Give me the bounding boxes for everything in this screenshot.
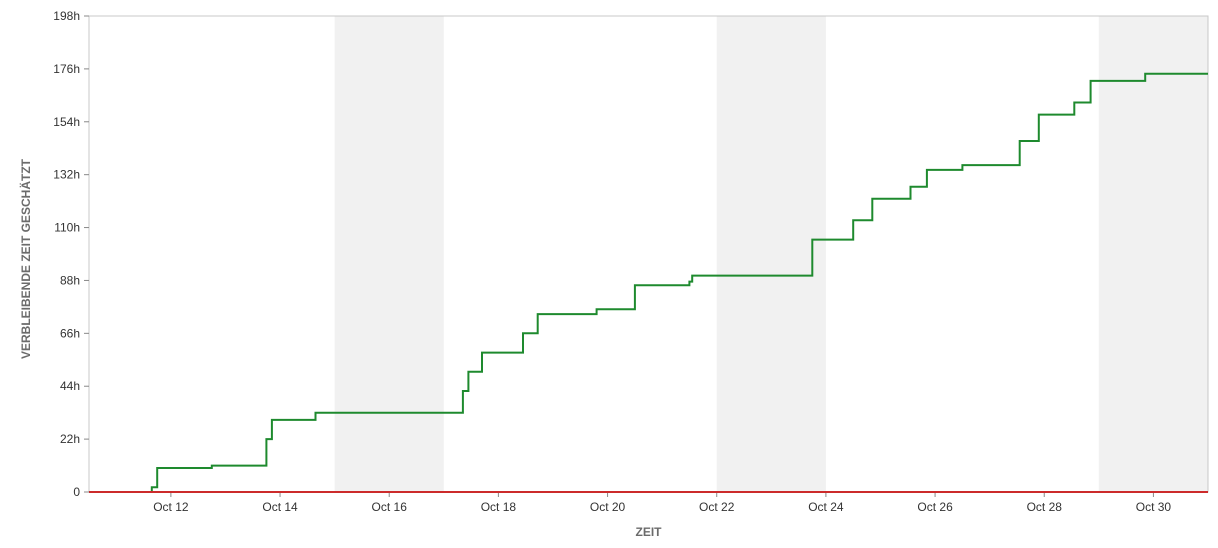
y-axis: 0 22h 44h 66h 88h 110h 132h 154h 176h 198h: [53, 9, 89, 499]
y-axis-title: VERBLEIBENDE ZEIT GESCHÄTZT: [18, 158, 33, 359]
x-tick-label: Oct 12: [153, 500, 189, 514]
x-tick-label: Oct 14: [262, 500, 298, 514]
y-tick-label: 110h: [54, 221, 80, 235]
weekend-bands: [334, 16, 1208, 492]
y-tick-label: 22h: [60, 432, 80, 446]
y-tick-label: 176h: [53, 62, 80, 76]
plot-area: [88, 15, 1209, 493]
y-tick-label: 132h: [53, 168, 80, 182]
x-tick-label: Oct 22: [699, 500, 735, 514]
x-axis-title: ZEIT: [636, 525, 663, 539]
y-tick-label: 198h: [53, 9, 80, 23]
y-tick-label: 44h: [60, 379, 80, 393]
x-tick-label: Oct 26: [917, 500, 953, 514]
x-tick-label: Oct 16: [372, 500, 408, 514]
weekend-band: [1098, 16, 1208, 492]
remaining-time-line: [150, 72, 1208, 492]
y-tick-label: 0: [73, 485, 80, 499]
y-tick-label: 154h: [53, 115, 80, 129]
weekend-band: [716, 16, 826, 492]
x-axis: Oct 12 Oct 14 Oct 16 Oct 18 Oct 20 Oct 22 Oct …: [153, 492, 1171, 514]
x-tick-label: Oct 24: [808, 500, 844, 514]
x-tick-label: Oct 20: [590, 500, 626, 514]
x-tick-label: Oct 28: [1027, 500, 1063, 514]
weekend-band: [334, 16, 444, 492]
y-tick-label: 88h: [60, 273, 80, 287]
series-layer: [89, 72, 1208, 493]
y-tick-label: 66h: [60, 326, 80, 340]
x-tick-label: Oct 18: [481, 500, 517, 514]
x-tick-label: Oct 30: [1136, 500, 1172, 514]
